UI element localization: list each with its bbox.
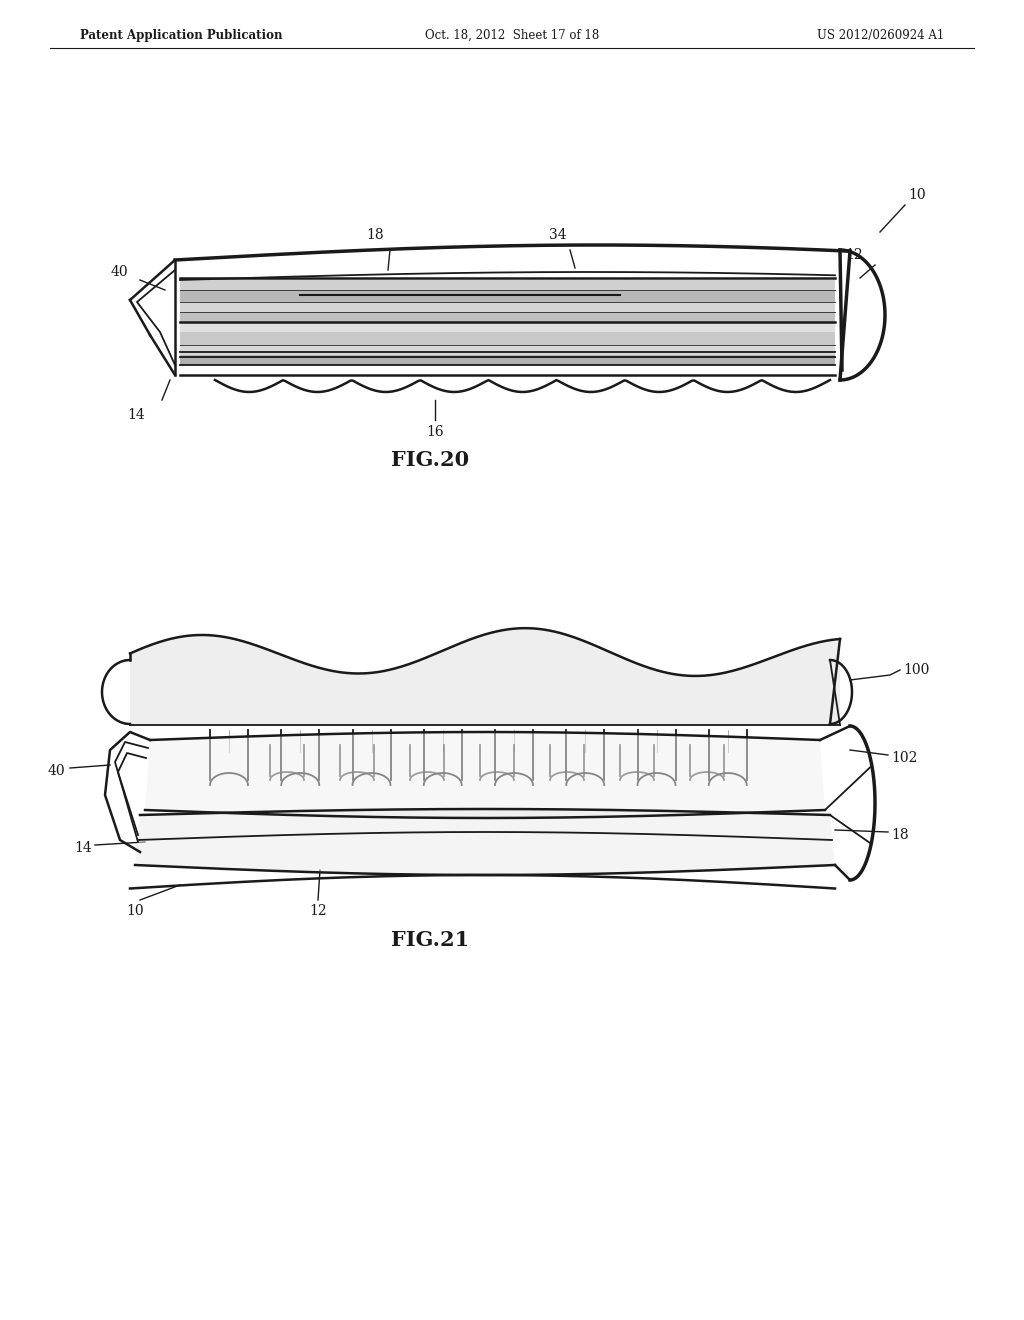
Text: Patent Application Publication: Patent Application Publication <box>80 29 283 41</box>
FancyBboxPatch shape <box>180 312 835 322</box>
Text: 40: 40 <box>47 764 65 777</box>
Text: FIG.20: FIG.20 <box>391 450 469 470</box>
Polygon shape <box>145 733 825 818</box>
Text: US 2012/0260924 A1: US 2012/0260924 A1 <box>817 29 944 41</box>
FancyBboxPatch shape <box>180 280 835 290</box>
Text: 40: 40 <box>111 265 128 279</box>
Text: 16: 16 <box>426 425 443 440</box>
Text: 100: 100 <box>903 663 930 677</box>
FancyBboxPatch shape <box>180 290 835 302</box>
FancyBboxPatch shape <box>180 302 835 312</box>
Text: 10: 10 <box>126 904 143 917</box>
FancyBboxPatch shape <box>180 355 835 366</box>
Polygon shape <box>130 628 840 725</box>
Polygon shape <box>135 809 835 875</box>
Text: 14: 14 <box>127 408 145 422</box>
Text: 12: 12 <box>845 248 862 261</box>
Text: 34: 34 <box>549 228 567 242</box>
FancyBboxPatch shape <box>180 345 835 355</box>
Text: 18: 18 <box>891 828 908 842</box>
FancyBboxPatch shape <box>180 333 835 345</box>
Text: 18: 18 <box>367 228 384 242</box>
Text: 10: 10 <box>908 187 926 202</box>
Text: FIG.21: FIG.21 <box>391 931 469 950</box>
Text: 102: 102 <box>891 751 918 766</box>
Text: 12: 12 <box>309 904 327 917</box>
FancyBboxPatch shape <box>180 322 835 333</box>
Text: Oct. 18, 2012  Sheet 17 of 18: Oct. 18, 2012 Sheet 17 of 18 <box>425 29 599 41</box>
Text: 14: 14 <box>75 841 92 855</box>
